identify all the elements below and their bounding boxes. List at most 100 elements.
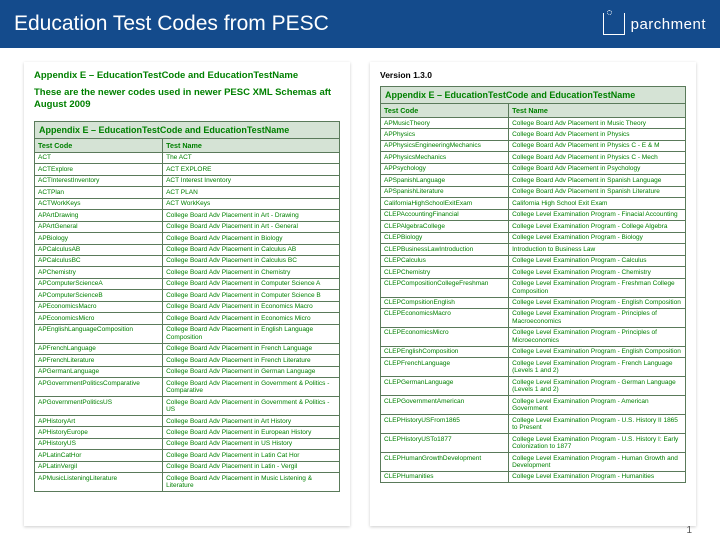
cell-code: CLEPFrenchLanguage bbox=[381, 358, 509, 377]
cell-name: College Level Examination Program - Fren… bbox=[509, 358, 686, 377]
table-row: APArtDrawingCollege Board Adv Placement … bbox=[35, 210, 340, 221]
table-row: APPhysicsEngineeringMechanicsCollege Boa… bbox=[381, 140, 686, 151]
cell-name: College Board Adv Placement in Latin - V… bbox=[163, 461, 340, 472]
parchment-logo-text: parchment bbox=[631, 16, 706, 33]
table-row: ACTWorkKeysACT WorkKeys bbox=[35, 198, 340, 209]
table-row: APLatinCatHorCollege Board Adv Placement… bbox=[35, 450, 340, 461]
table-row: APMusicListeningLiteratureCollege Board … bbox=[35, 473, 340, 492]
cell-name: College Level Examination Program - Amer… bbox=[509, 396, 686, 415]
cell-code: CLEPHistoryUSFrom1865 bbox=[381, 415, 509, 434]
cell-name: College Board Adv Placement in Art - Dra… bbox=[163, 210, 340, 221]
cell-code: ACTExplore bbox=[35, 164, 163, 175]
table-row: ACTThe ACT bbox=[35, 152, 340, 163]
table-row: APArtGeneralCollege Board Adv Placement … bbox=[35, 221, 340, 232]
cell-code: APPhysicsMechanics bbox=[381, 152, 509, 163]
table-row: APEconomicsMicroCollege Board Adv Placem… bbox=[35, 313, 340, 324]
table-row: CLEPChemistryCollege Level Examination P… bbox=[381, 267, 686, 278]
cell-code: CLEPGermanLanguage bbox=[381, 377, 509, 396]
table-row: ACTPlanACT PLAN bbox=[35, 187, 340, 198]
codes-table-left: Appendix E – EducationTestCode and Educa… bbox=[34, 121, 340, 493]
table-row: CLEPBusinessLawIntroductionIntroduction … bbox=[381, 244, 686, 255]
cell-name: College Board Adv Placement in European … bbox=[163, 427, 340, 438]
cell-name: College Board Adv Placement in Governmen… bbox=[163, 397, 340, 416]
table-row: CaliforniaHighSchoolExitExamCalifornia H… bbox=[381, 198, 686, 209]
table-row: APCalculusABCollege Board Adv Placement … bbox=[35, 244, 340, 255]
cell-code: CLEPHumanGrowthDevelopment bbox=[381, 453, 509, 472]
cell-code: APArtGeneral bbox=[35, 221, 163, 232]
table-row: CLEPHumanitiesCollege Level Examination … bbox=[381, 471, 686, 482]
cell-code: ACTPlan bbox=[35, 187, 163, 198]
cell-code: CLEPCompsitionEnglish bbox=[381, 297, 509, 308]
table-header-row: Test Code Test Name bbox=[381, 104, 686, 118]
table-row: CLEPEconomicsMacroCollege Level Examinat… bbox=[381, 308, 686, 327]
cell-name: College Board Adv Placement in Spanish L… bbox=[509, 175, 686, 186]
cell-name: California High School Exit Exam bbox=[509, 198, 686, 209]
codes-table-right: Appendix E – EducationTestCode and Educa… bbox=[380, 86, 686, 483]
cell-code: CLEPCompositionCollegeFreshman bbox=[381, 278, 509, 297]
table-row: APBiologyCollege Board Adv Placement in … bbox=[35, 233, 340, 244]
cell-name: College Level Examination Program - Chem… bbox=[509, 267, 686, 278]
table-row: CLEPCalculusCollege Level Examination Pr… bbox=[381, 255, 686, 266]
cell-name: College Level Examination Program - Prin… bbox=[509, 308, 686, 327]
cell-code: APFrenchLanguage bbox=[35, 343, 163, 354]
table-row: CLEPHistoryUSTo1877College Level Examina… bbox=[381, 434, 686, 453]
cell-code: CLEPAlgebraCollege bbox=[381, 221, 509, 232]
col-header-code: Test Code bbox=[35, 138, 163, 152]
table-caption-right: Appendix E – EducationTestCode and Educa… bbox=[380, 86, 686, 103]
cell-name: College Board Adv Placement in Economics… bbox=[163, 313, 340, 324]
cell-name: College Board Adv Placement in Spanish L… bbox=[509, 186, 686, 197]
table-row: CLEPEnglishCompositionCollege Level Exam… bbox=[381, 346, 686, 357]
table-row: APEnglishLanguageCompositionCollege Boar… bbox=[35, 324, 340, 343]
parchment-logo: parchment bbox=[603, 13, 706, 35]
cell-name: College Level Examination Program - Huma… bbox=[509, 471, 686, 482]
table-row: ACTInterestInventoryACT Interest Invento… bbox=[35, 175, 340, 186]
col-header-name: Test Name bbox=[163, 138, 340, 152]
table-row: CLEPAccountingFinancialCollege Level Exa… bbox=[381, 209, 686, 220]
table-row: APPsychologyCollege Board Adv Placement … bbox=[381, 163, 686, 174]
cell-code: APCalculusAB bbox=[35, 244, 163, 255]
left-panel: Appendix E – EducationTestCode and Educa… bbox=[24, 62, 350, 526]
table-row: APSpanishLiteratureCollege Board Adv Pla… bbox=[381, 186, 686, 197]
cell-code: CLEPAccountingFinancial bbox=[381, 209, 509, 220]
cell-code: APComputerScienceA bbox=[35, 278, 163, 289]
table-row: APFrenchLanguageCollege Board Adv Placem… bbox=[35, 343, 340, 354]
cell-code: APComputerScienceB bbox=[35, 290, 163, 301]
table-caption-left: Appendix E – EducationTestCode and Educa… bbox=[34, 121, 340, 138]
content-area: Appendix E – EducationTestCode and Educa… bbox=[0, 48, 720, 526]
cell-code: CaliforniaHighSchoolExitExam bbox=[381, 198, 509, 209]
cell-name: College Board Adv Placement in Music The… bbox=[509, 118, 686, 129]
cell-name: College Board Adv Placement in Art Histo… bbox=[163, 416, 340, 427]
table-row: CLEPHistoryUSFrom1865College Level Exami… bbox=[381, 415, 686, 434]
cell-code: APLatinCatHor bbox=[35, 450, 163, 461]
cell-code: APChemistry bbox=[35, 267, 163, 278]
cell-name: College Board Adv Placement in US Histor… bbox=[163, 438, 340, 449]
table-row: ACTExploreACT EXPLORE bbox=[35, 164, 340, 175]
table-row: APComputerScienceACollege Board Adv Plac… bbox=[35, 278, 340, 289]
cell-code: ACT bbox=[35, 152, 163, 163]
cell-code: APHistoryEurope bbox=[35, 427, 163, 438]
table-row: APMusicTheoryCollege Board Adv Placement… bbox=[381, 118, 686, 129]
table-row: APFrenchLiteratureCollege Board Adv Plac… bbox=[35, 355, 340, 366]
cell-name: College Level Examination Program - U.S.… bbox=[509, 434, 686, 453]
cell-name: College Level Examination Program - Calc… bbox=[509, 255, 686, 266]
table-row: APSpanishLanguageCollege Board Adv Place… bbox=[381, 175, 686, 186]
table-row: APCalculusBCCollege Board Adv Placement … bbox=[35, 255, 340, 266]
cell-name: College Level Examination Program - Biol… bbox=[509, 232, 686, 243]
appendix-heading-left: Appendix E – EducationTestCode and Educa… bbox=[34, 70, 340, 81]
cell-code: CLEPEconomicsMacro bbox=[381, 308, 509, 327]
cell-name: College Board Adv Placement in Calculus … bbox=[163, 255, 340, 266]
table-row: APHistoryArtCollege Board Adv Placement … bbox=[35, 416, 340, 427]
table-row: APPhysicsMechanicsCollege Board Adv Plac… bbox=[381, 152, 686, 163]
table-row: APChemistryCollege Board Adv Placement i… bbox=[35, 267, 340, 278]
cell-code: APGovernmentPoliticsUS bbox=[35, 397, 163, 416]
intro-text: These are the newer codes used in newer … bbox=[34, 87, 340, 111]
cell-name: College Board Adv Placement in English L… bbox=[163, 324, 340, 343]
cell-code: APSpanishLanguage bbox=[381, 175, 509, 186]
table-row: CLEPEconomicsMicroCollege Level Examinat… bbox=[381, 327, 686, 346]
table-row: CLEPGovernmentAmericanCollege Level Exam… bbox=[381, 396, 686, 415]
cell-name: College Level Examination Program - Huma… bbox=[509, 453, 686, 472]
cell-name: College Level Examination Program - U.S.… bbox=[509, 415, 686, 434]
cell-code: APCalculusBC bbox=[35, 255, 163, 266]
cell-name: College Level Examination Program - Engl… bbox=[509, 297, 686, 308]
cell-code: APEconomicsMicro bbox=[35, 313, 163, 324]
